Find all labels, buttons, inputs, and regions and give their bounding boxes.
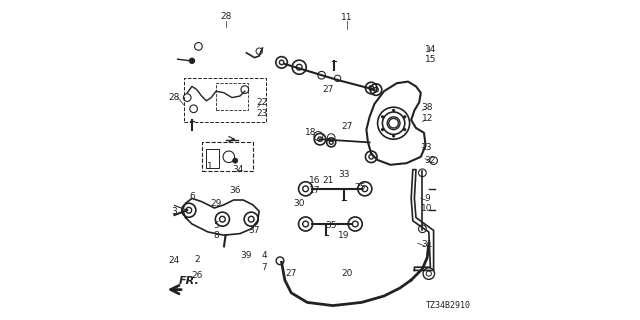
Text: 16: 16 [310,176,321,185]
Text: 4: 4 [261,252,267,260]
Circle shape [403,128,406,131]
Text: 25: 25 [355,183,365,192]
Circle shape [403,115,406,118]
Text: 3: 3 [172,207,177,216]
Text: 31: 31 [422,240,433,249]
Circle shape [392,134,396,138]
Text: 10: 10 [422,204,433,212]
Text: 12: 12 [422,114,433,123]
Text: 5: 5 [213,221,219,230]
Text: 7: 7 [261,263,267,272]
Circle shape [392,109,396,112]
Text: 27: 27 [342,122,353,131]
Text: 30: 30 [294,199,305,208]
Text: 39: 39 [241,252,252,260]
Text: 13: 13 [422,143,433,152]
Text: 24: 24 [169,256,180,265]
Text: 37: 37 [249,226,260,235]
Text: 35: 35 [326,221,337,230]
Text: 36: 36 [230,186,241,195]
Text: 28: 28 [169,93,180,102]
Text: 6: 6 [189,192,195,201]
Circle shape [381,115,384,118]
Text: 11: 11 [342,13,353,22]
Text: 28: 28 [220,12,231,20]
Text: 32: 32 [425,156,436,164]
Text: 1: 1 [207,162,212,171]
Bar [206,149,219,168]
Text: 34: 34 [233,165,244,174]
Text: 17: 17 [310,186,321,195]
Text: 15: 15 [425,55,436,64]
Text: 2: 2 [194,255,200,264]
Text: 33: 33 [339,170,349,179]
Bar [184,78,266,122]
Text: 27: 27 [323,85,333,94]
Bar [216,83,248,110]
Text: TZ34B2910: TZ34B2910 [426,301,470,310]
Circle shape [189,58,195,64]
Text: 22: 22 [257,98,268,107]
Circle shape [381,128,384,131]
Text: 8: 8 [213,231,219,240]
Text: 27: 27 [285,269,297,278]
Text: 9: 9 [424,194,430,203]
Text: 21: 21 [323,176,333,185]
Text: 38: 38 [422,103,433,112]
Text: 18: 18 [305,128,316,137]
Bar [202,142,253,171]
Circle shape [233,158,238,163]
Text: 26: 26 [191,271,202,280]
Text: 29: 29 [211,199,221,208]
Text: 20: 20 [342,269,353,278]
Text: 14: 14 [425,45,436,54]
Text: FR.: FR. [179,276,200,286]
Text: 23: 23 [257,109,268,118]
Text: 19: 19 [339,231,349,240]
